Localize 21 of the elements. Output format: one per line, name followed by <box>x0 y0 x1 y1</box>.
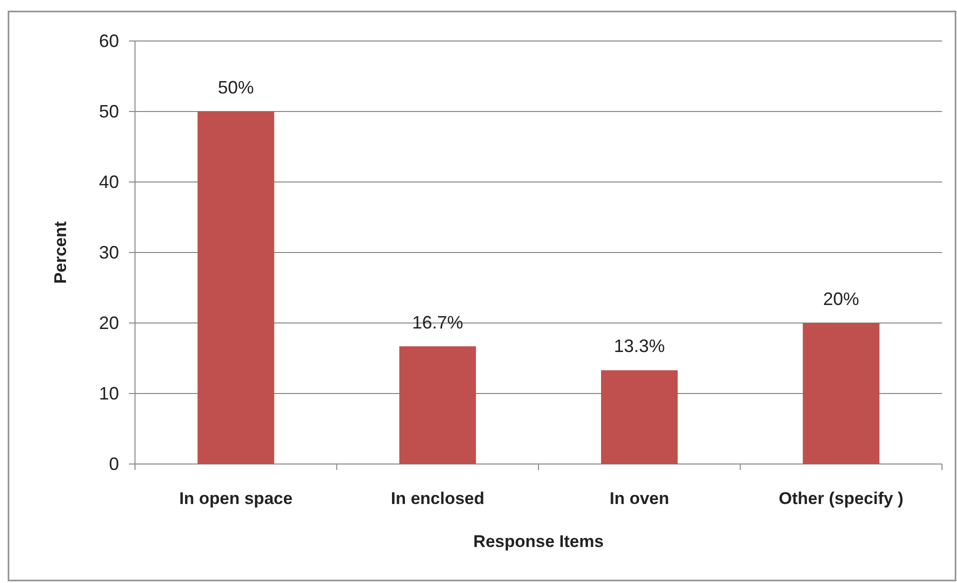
x-tick-label: In open space <box>179 489 293 508</box>
y-tick-label: 30 <box>98 242 119 262</box>
x-axis-title: Response Items <box>473 532 604 551</box>
x-tick-label: Other (specify ) <box>778 489 904 508</box>
x-tick-label: In oven <box>610 489 670 508</box>
bar <box>601 370 678 464</box>
y-tick-label: 60 <box>98 30 119 51</box>
data-label: 16.7% <box>412 312 464 332</box>
y-tick-label: 0 <box>108 454 119 474</box>
data-label: 20% <box>823 289 860 309</box>
data-label: 13.3% <box>614 336 665 356</box>
data-label: 50% <box>218 78 254 98</box>
y-tick-label: 10 <box>98 383 119 404</box>
y-tick-label: 40 <box>98 172 119 192</box>
x-tick-label: In enclosed <box>390 489 484 508</box>
y-tick-label: 50 <box>98 101 119 122</box>
y-axis-title: Percent <box>51 220 70 284</box>
bar <box>198 112 274 464</box>
bar <box>802 323 880 464</box>
bar <box>399 346 476 464</box>
y-tick-label: 20 <box>98 312 119 333</box>
